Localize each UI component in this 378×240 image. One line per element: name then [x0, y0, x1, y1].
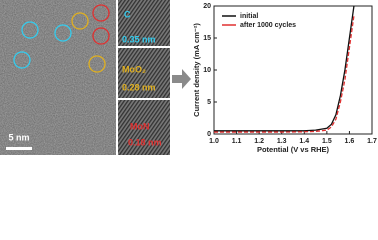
- x-tick-label: 1.0: [209, 138, 219, 145]
- spacing-label: 0.28 nm: [122, 82, 156, 92]
- x-tick-label: 1.4: [299, 138, 309, 145]
- marker: [54, 24, 72, 42]
- inset: [118, 100, 170, 155]
- marker: [92, 4, 110, 22]
- marker: [92, 27, 110, 45]
- tem-texture: [0, 0, 116, 155]
- inset: [118, 48, 170, 98]
- inset: [118, 0, 170, 46]
- legend-label: initial: [240, 13, 258, 20]
- marker: [13, 51, 31, 69]
- x-tick-label: 1.6: [345, 138, 355, 145]
- y-tick-label: 20: [203, 3, 211, 10]
- x-tick-label: 1.1: [232, 138, 242, 145]
- scale-bar: [6, 147, 32, 150]
- legend-label: after 1000 cycles: [240, 22, 296, 29]
- x-tick-label: 1.3: [277, 138, 287, 145]
- spacing-label: 0.35 nm: [122, 34, 156, 44]
- y-tick-label: 15: [203, 35, 211, 42]
- x-tick-label: 1.5: [322, 138, 332, 145]
- phase-label: MoO₂: [122, 64, 146, 74]
- x-axis-label: Potential (V vs RHE): [257, 145, 330, 154]
- y-axis-label: Current density (mA cm⁻²): [192, 23, 201, 117]
- page: {"micrograph": {"scale_bar": "5 nm", "in…: [0, 0, 378, 155]
- y-tick-label: 0: [207, 131, 211, 138]
- marker: [71, 12, 89, 30]
- markers: [13, 4, 110, 73]
- series-line: [214, 5, 355, 132]
- phase-label: C: [124, 9, 131, 19]
- phase-label: MoN: [130, 121, 150, 131]
- x-tick-label: 1.7: [367, 138, 377, 145]
- spacing-label: 0.18 nm: [128, 137, 162, 147]
- y-tick-label: 5: [207, 99, 211, 106]
- figure: 5 nm C 0.35 nm MoO₂ 0.28 nm MoN 0.18 nm …: [0, 0, 377, 155]
- chart: 0 5 10 15 20 1.0 1.1 1.2 1.3 1.4 1.5 1.6 1.7 Potentia…: [192, 3, 377, 154]
- scale-label: 5 nm: [8, 132, 29, 142]
- x-tick-label: 1.2: [254, 138, 264, 145]
- y-tick-label: 10: [203, 67, 211, 74]
- marker: [88, 55, 106, 73]
- arrow: [172, 69, 191, 89]
- marker: [21, 21, 39, 39]
- series-line: [214, 15, 355, 133]
